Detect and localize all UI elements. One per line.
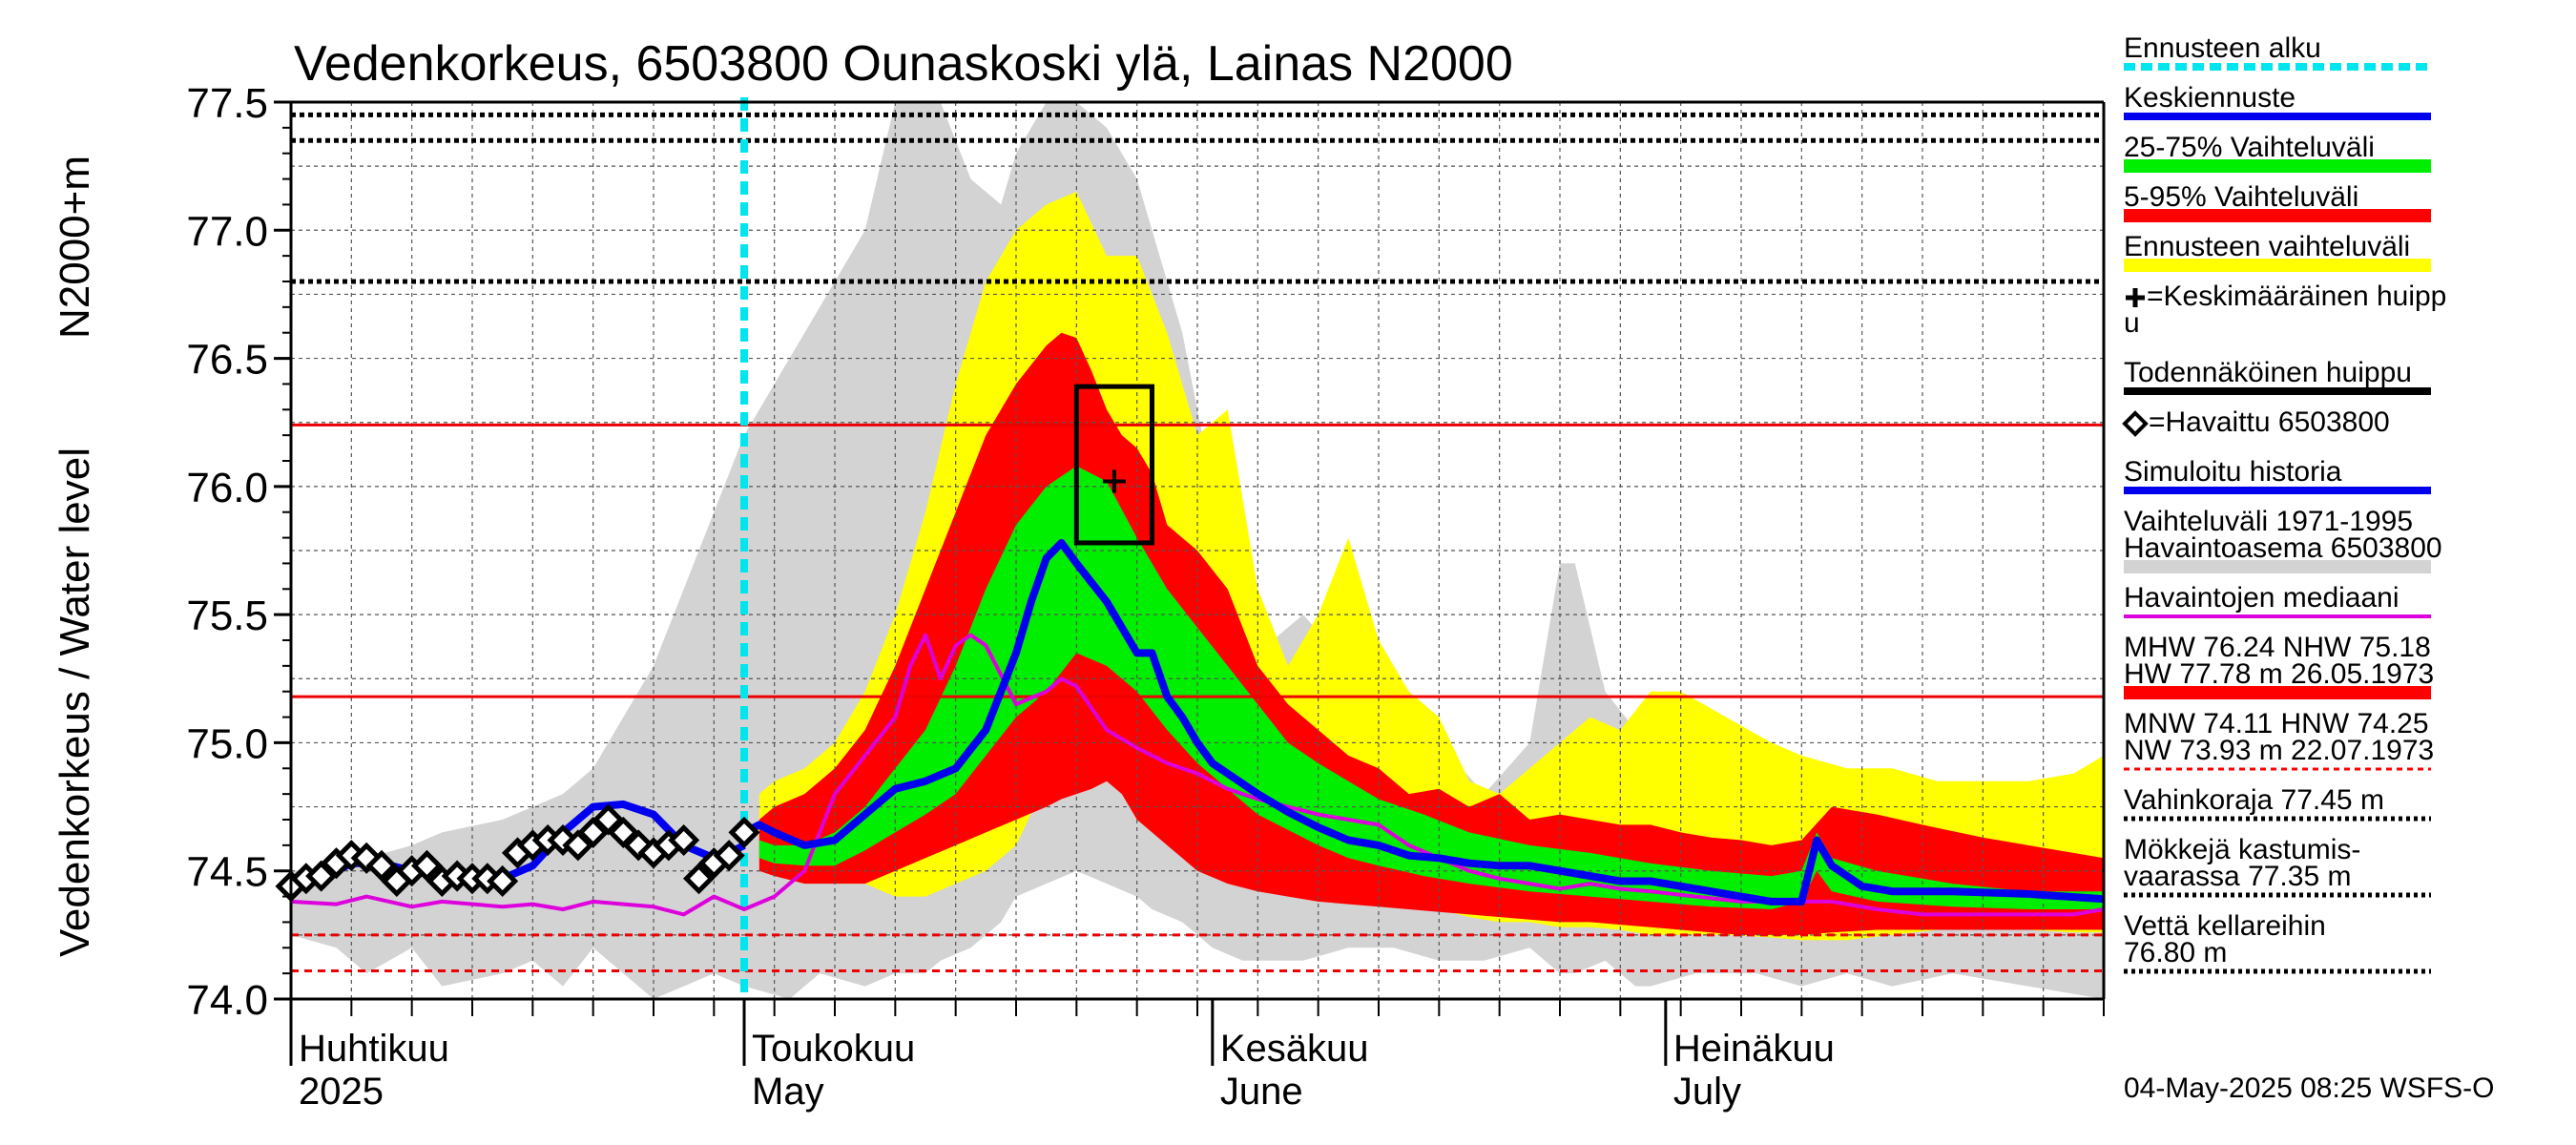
legend-label-range-25-75: 25-75% Vaihteluväli xyxy=(2124,132,2375,163)
marker-layer xyxy=(275,384,1155,903)
legend-label-forecast-range: Ennusteen vaihteluväli xyxy=(2124,231,2410,262)
observed-point xyxy=(487,864,519,897)
line-keskiennuste xyxy=(742,538,2105,906)
observed-point xyxy=(668,823,700,857)
observed-point xyxy=(728,816,760,848)
y-tick-label: 76.5 xyxy=(186,337,268,384)
legend-label-sim-history: Simuloitu historia xyxy=(2124,456,2342,488)
observed-point xyxy=(365,849,398,882)
legend-sublabel-mhw: HW 77.78 m 26.05.1973 xyxy=(2124,658,2434,690)
legend-label-cottages: Mökkejä kastumis- xyxy=(2124,834,2360,865)
legend-label-mean-forecast: Keskiennuste xyxy=(2124,82,2296,114)
x-month-label: Huhtikuu xyxy=(299,1028,449,1070)
legend-sublabel-cellars: 76.80 m xyxy=(2124,937,2227,968)
legend-diamond-icon xyxy=(2122,410,2149,437)
legend-label-mean-peak: =Keskimääräinen huipp xyxy=(2147,281,2446,312)
legend-sublabel-mnw: NW 73.93 m 22.07.1973 xyxy=(2124,735,2434,766)
x-month-label: Kesäkuu xyxy=(1220,1028,1369,1070)
x-month-sublabel: July xyxy=(1673,1071,1741,1113)
observed-point xyxy=(713,840,745,872)
legend: Ennusteen alku Keskiennuste 25-75% Vaihtel… xyxy=(2122,32,2446,974)
y-tick-label: 76.0 xyxy=(186,465,268,511)
legend-sublabel-cottages: vaarassa 77.35 m xyxy=(2124,861,2351,892)
legend-label-forecast-start: Ennusteen alku xyxy=(2124,32,2321,64)
x-month-label: Heinäkuu xyxy=(1673,1028,1835,1070)
axis-layer: 74.0 74.5 75.0 75.5 76.0 76.5 77.0 77.5 Huhtikuu… xyxy=(186,80,2106,1113)
x-month-sublabel: 2025 xyxy=(299,1071,384,1113)
legend-label-observed: =Havaittu 6503800 xyxy=(2149,406,2390,438)
y-tick-label: 75.0 xyxy=(186,720,268,767)
x-month-sublabel: May xyxy=(752,1071,824,1113)
legend-sublabel-mean-peak: u xyxy=(2124,307,2140,339)
legend-label-obs-median: Havaintojen mediaani xyxy=(2124,582,2399,614)
observed-point xyxy=(410,849,444,882)
legend-label-mhw: MHW 76.24 NHW 75.18 xyxy=(2124,632,2431,663)
x-month-sublabel: June xyxy=(1220,1071,1303,1113)
line-havaintojen-mediaani xyxy=(290,633,2105,917)
legend-label-damage: Vahinkoraja 77.45 m xyxy=(2124,784,2384,816)
y-tick-label: 74.0 xyxy=(186,977,268,1024)
y-tick-label: 77.0 xyxy=(186,208,268,255)
x-month-label: Toukokuu xyxy=(752,1028,915,1070)
legend-label-variation: Vaihteluväli 1971-1995 xyxy=(2124,506,2413,537)
reference-line-layer xyxy=(291,97,2104,999)
y-tick-label: 74.5 xyxy=(186,849,268,896)
footer-timestamp: 04-May-2025 08:25 WSFS-O xyxy=(2124,1072,2495,1104)
likely-peak-box xyxy=(1073,384,1155,546)
legend-label-likely-peak: Todennäköinen huippu xyxy=(2124,357,2412,388)
y-axis-title: Vedenkorkeus / Water level xyxy=(52,448,98,957)
legend-label-mnw: MNW 74.11 HNW 74.25 xyxy=(2124,708,2429,739)
chart-title: Vedenkorkeus, 6503800 Ounaskoski ylä, La… xyxy=(294,36,1513,92)
observed-point xyxy=(682,863,716,895)
band-25-75-vaihteluv-li xyxy=(758,466,2104,909)
legend-label-cellars: Vettä kellareihin xyxy=(2124,910,2326,942)
legend-label-range-5-95: 5-95% Vaihteluväli xyxy=(2124,181,2358,213)
y-axis-unit: N2000+m xyxy=(52,156,98,339)
y-tick-label: 77.5 xyxy=(186,80,268,127)
y-tick-label: 75.5 xyxy=(186,593,268,639)
legend-sublabel-variation: Havaintoasema 6503800 xyxy=(2124,532,2442,564)
